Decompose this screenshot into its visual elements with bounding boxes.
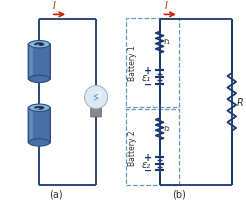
Text: I: I [53,1,56,11]
FancyBboxPatch shape [29,47,33,78]
Text: r₂: r₂ [163,123,170,132]
FancyBboxPatch shape [28,108,50,143]
Text: ε₁: ε₁ [142,73,151,83]
Ellipse shape [35,109,40,110]
Text: +: + [144,152,152,162]
Text: +: + [144,66,152,76]
Text: r₁: r₁ [163,37,170,46]
FancyBboxPatch shape [91,108,101,117]
Bar [126,109,179,185]
FancyBboxPatch shape [28,44,50,80]
Text: −: − [144,79,152,89]
Ellipse shape [29,76,50,83]
Text: −: − [144,165,152,175]
Ellipse shape [35,45,40,47]
Ellipse shape [29,41,50,49]
Ellipse shape [29,139,50,146]
Ellipse shape [34,43,44,47]
Text: Battery 2: Battery 2 [128,129,137,165]
FancyBboxPatch shape [29,110,33,141]
Text: R: R [237,98,243,108]
FancyBboxPatch shape [93,104,99,110]
Text: I: I [164,1,167,11]
Circle shape [85,86,108,109]
Ellipse shape [34,107,44,110]
Text: Battery 1: Battery 1 [128,45,137,81]
Ellipse shape [29,104,50,112]
Text: ε₂: ε₂ [142,159,151,169]
Ellipse shape [96,91,101,98]
Text: (a): (a) [49,188,62,198]
Text: (b): (b) [172,188,186,198]
Bar [126,19,179,107]
